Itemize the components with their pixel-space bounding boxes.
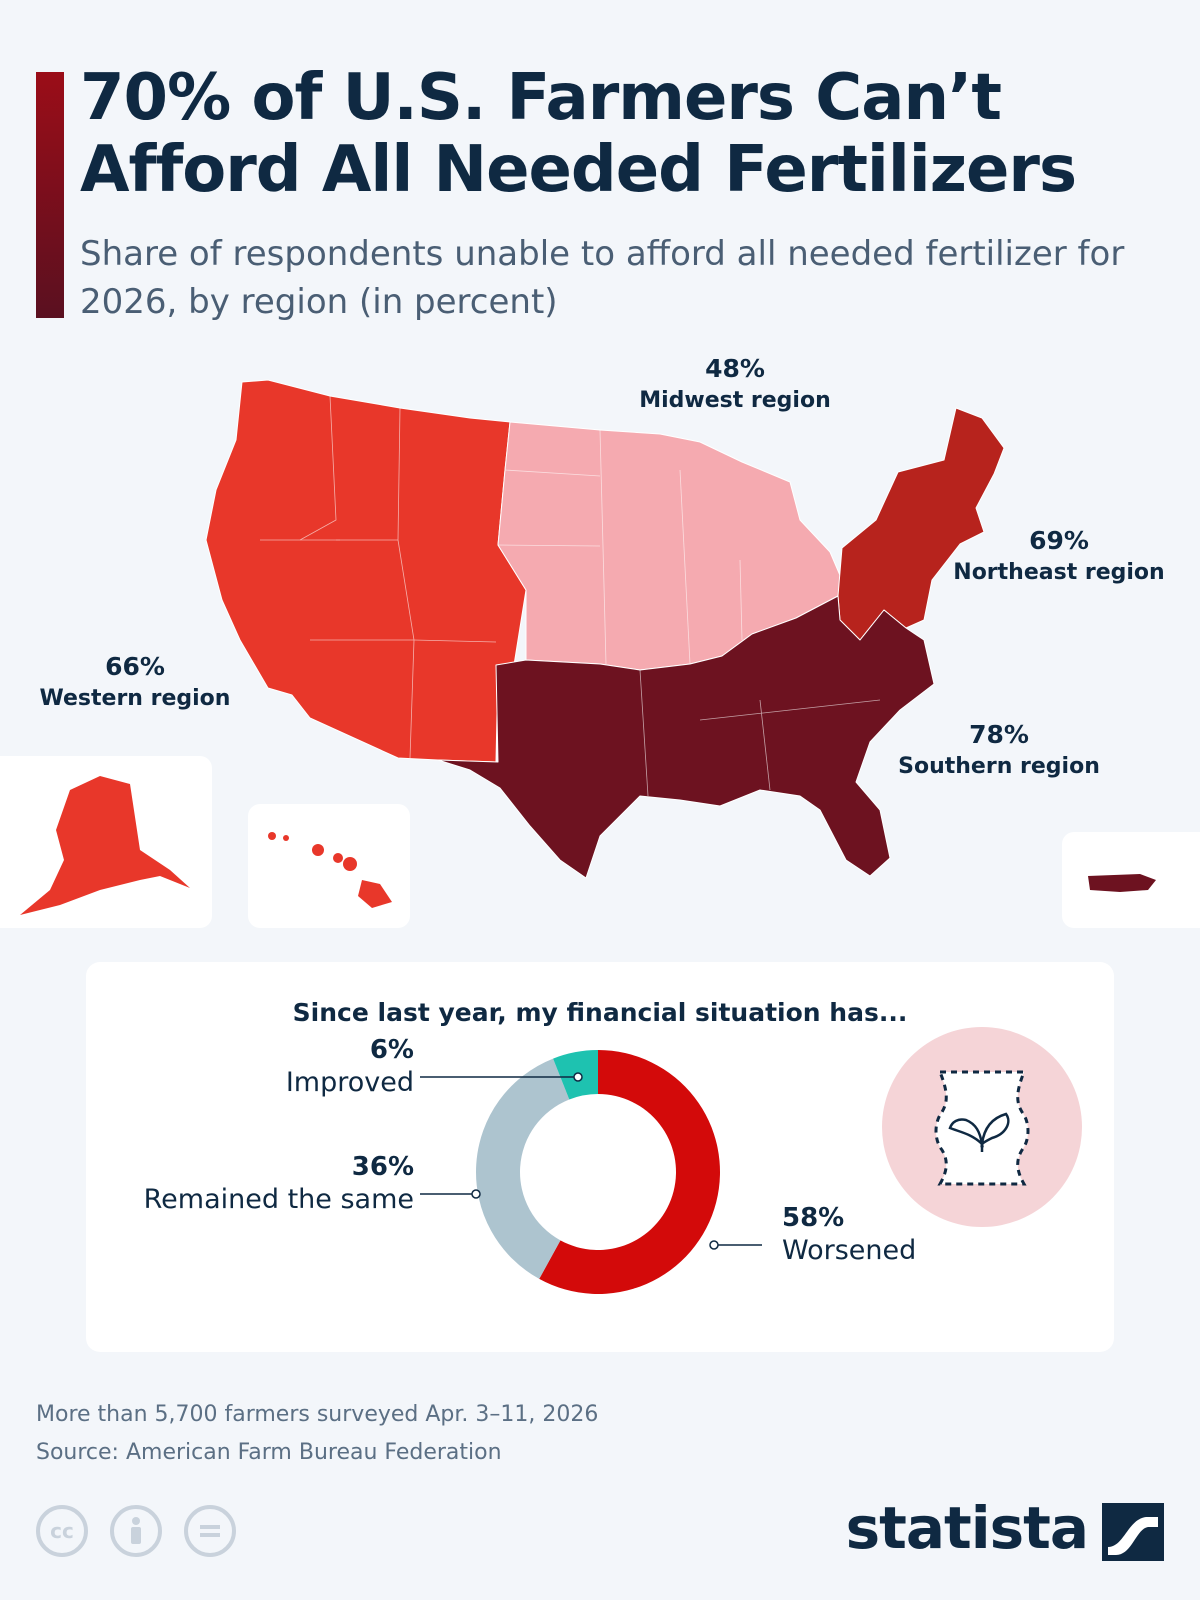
- cc-icon[interactable]: cc: [36, 1505, 88, 1557]
- statista-logo-icon: [1102, 1503, 1164, 1561]
- survey-note: More than 5,700 farmers surveyed Apr. 3–…: [36, 1402, 599, 1427]
- fertilizer-bag-sprout-icon: [882, 1027, 1082, 1227]
- slice-value-improved: 6%: [369, 1035, 414, 1065]
- attribution-icon[interactable]: [110, 1505, 162, 1557]
- label-midwest-value: 48%: [705, 354, 765, 383]
- hawaii-inset-shape: [268, 832, 392, 908]
- donut-chart: [420, 1027, 1082, 1294]
- chart-title: 70% of U.S. Farmers Can’t Afford All Nee…: [80, 61, 1077, 207]
- license-icons: cc: [36, 1505, 236, 1557]
- us-map: [20, 379, 1156, 915]
- label-midwest: 48% Midwest region: [625, 352, 845, 416]
- donut-slice-same: [475, 1058, 570, 1279]
- slice-name-same: Remained the same: [143, 1184, 414, 1215]
- slice-name-improved: Improved: [285, 1067, 414, 1098]
- label-western-value: 66%: [105, 652, 165, 681]
- label-northeast: 69% Northeast region: [944, 524, 1174, 588]
- label-southern-name: Southern region: [898, 754, 1100, 779]
- leader-dot-worsened: [709, 1240, 719, 1250]
- source-note: Source: American Farm Bureau Federation: [36, 1440, 502, 1465]
- slice-name-worsened: Worsened: [782, 1235, 917, 1266]
- leader-dot-same: [471, 1189, 481, 1199]
- puerto-rico-inset-shape: [1088, 874, 1156, 892]
- leader-dot-improved: [573, 1072, 583, 1082]
- slice-label-improved: 6% Improved: [186, 1034, 414, 1100]
- label-western: 66% Western region: [30, 650, 240, 714]
- label-northeast-name: Northeast region: [953, 560, 1165, 585]
- no-derivatives-icon[interactable]: [184, 1505, 236, 1557]
- accent-bar: [36, 72, 64, 318]
- map-region-western: [205, 379, 527, 763]
- map-region-southern: [437, 595, 935, 879]
- slice-value-worsened: 58%: [782, 1203, 845, 1233]
- label-northeast-value: 69%: [1029, 526, 1089, 555]
- slice-label-worsened: 58% Worsened: [782, 1202, 982, 1268]
- label-midwest-name: Midwest region: [639, 388, 831, 413]
- label-southern: 78% Southern region: [884, 718, 1114, 782]
- label-western-name: Western region: [39, 686, 231, 711]
- slice-label-same: 36% Remained the same: [114, 1151, 414, 1217]
- donut-panel: Since last year, my financial situation …: [86, 962, 1114, 1352]
- donut-title: Since last year, my financial situation …: [292, 998, 908, 1027]
- alaska-inset-shape: [20, 776, 190, 915]
- brand-logo-text[interactable]: statista: [845, 1494, 1089, 1562]
- chart-subtitle: Share of respondents unable to afford al…: [80, 234, 1125, 322]
- label-southern-value: 78%: [969, 720, 1029, 749]
- slice-value-same: 36%: [351, 1152, 414, 1182]
- donut-slice-worsened: [539, 1050, 720, 1294]
